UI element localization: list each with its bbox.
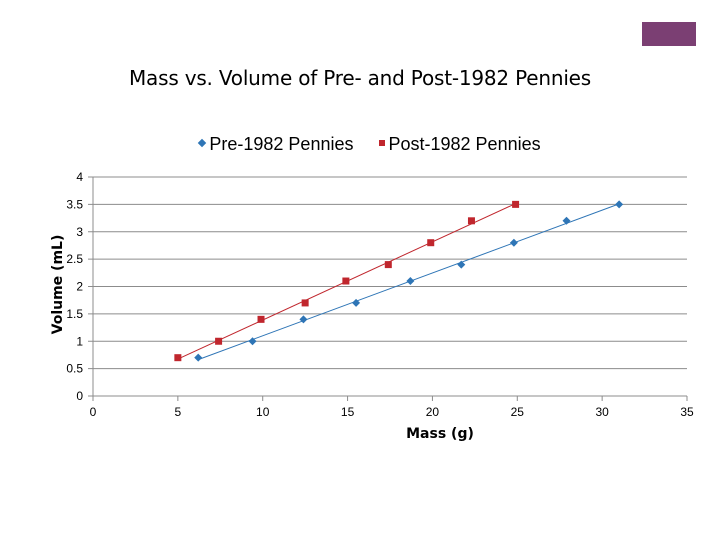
y-tick-label: 3.5 bbox=[66, 197, 83, 211]
y-tick-label: 1 bbox=[76, 334, 83, 348]
legend-label-post-1982: Post-1982 Pennies bbox=[388, 134, 541, 154]
corner-accent-box bbox=[642, 22, 696, 46]
chart-legend: Pre-1982 Pennies Post-1982 Pennies bbox=[0, 134, 720, 155]
data-point-series-2 bbox=[215, 337, 223, 345]
data-point-series-1 bbox=[299, 315, 308, 324]
legend-item-post-1982: Post-1982 Pennies bbox=[378, 134, 541, 155]
y-tick-label: 0.5 bbox=[66, 362, 83, 376]
data-point-series-2 bbox=[427, 239, 435, 247]
data-point-series-1 bbox=[509, 238, 518, 247]
y-tick-label: 0 bbox=[76, 389, 83, 403]
y-tick-label: 2.5 bbox=[66, 252, 83, 266]
data-point-series-2 bbox=[301, 299, 309, 307]
data-point-series-1 bbox=[248, 337, 257, 346]
chart-title: Mass vs. Volume of Pre- and Post-1982 Pe… bbox=[128, 66, 592, 90]
x-tick-label: 5 bbox=[175, 405, 182, 419]
x-tick-label: 0 bbox=[90, 405, 97, 419]
x-axis-title: Mass (g) bbox=[406, 426, 474, 442]
x-tick-label: 10 bbox=[256, 405, 270, 419]
x-tick-label: 35 bbox=[680, 405, 694, 419]
data-point-series-1 bbox=[406, 277, 415, 286]
y-tick-label: 3 bbox=[76, 225, 83, 239]
data-point-series-1 bbox=[457, 260, 466, 269]
y-tick-label: 1.5 bbox=[66, 307, 83, 321]
x-tick-label: 25 bbox=[511, 405, 525, 419]
data-point-series-2 bbox=[467, 217, 475, 225]
x-tick-label: 15 bbox=[341, 405, 355, 419]
x-tick-label: 30 bbox=[595, 405, 609, 419]
y-axis-title: Volume (mL) bbox=[50, 235, 66, 335]
x-tick-label: 20 bbox=[426, 405, 440, 419]
data-point-series-1 bbox=[562, 216, 571, 225]
data-point-series-2 bbox=[342, 277, 350, 285]
data-point-series-1 bbox=[194, 353, 203, 362]
y-tick-label: 4 bbox=[76, 170, 83, 184]
legend-item-pre-1982: Pre-1982 Pennies bbox=[198, 134, 354, 155]
data-point-series-2 bbox=[257, 315, 265, 323]
data-point-series-2 bbox=[512, 200, 520, 208]
y-tick-label: 2 bbox=[76, 280, 83, 294]
data-point-series-2 bbox=[174, 354, 182, 362]
data-point-series-1 bbox=[352, 298, 361, 307]
data-point-series-1 bbox=[615, 200, 624, 209]
data-point-series-2 bbox=[384, 261, 392, 269]
square-marker-icon bbox=[378, 140, 385, 147]
legend-label-pre-1982: Pre-1982 Pennies bbox=[209, 134, 354, 154]
